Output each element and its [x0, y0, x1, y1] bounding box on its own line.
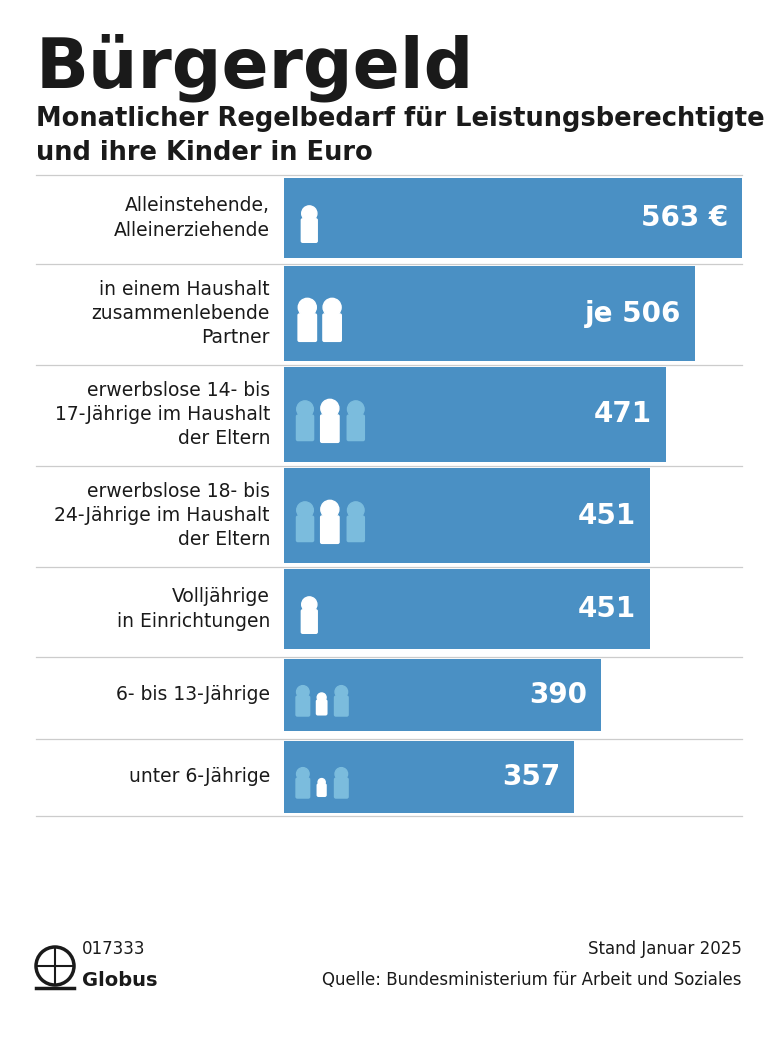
Text: 6- bis 13-Jährige: 6- bis 13-Jährige [116, 685, 270, 704]
FancyBboxPatch shape [300, 219, 318, 243]
Circle shape [317, 693, 326, 702]
Circle shape [302, 206, 317, 221]
Text: erwerbslose 18- bis
24-Jährige im Haushalt
der Eltern: erwerbslose 18- bis 24-Jährige im Hausha… [55, 482, 270, 549]
Circle shape [296, 768, 310, 780]
FancyBboxPatch shape [297, 314, 317, 342]
Text: 017333: 017333 [82, 940, 145, 958]
FancyBboxPatch shape [284, 266, 695, 361]
Text: in einem Haushalt
zusammenlebende
Partner: in einem Haushalt zusammenlebende Partne… [91, 280, 270, 347]
Text: 390: 390 [529, 681, 587, 709]
Circle shape [321, 399, 339, 417]
Circle shape [335, 685, 348, 698]
Circle shape [321, 501, 339, 518]
Text: Quelle: Bundesministerium für Arbeit und Soziales: Quelle: Bundesministerium für Arbeit und… [323, 972, 742, 989]
Text: je 506: je 506 [584, 300, 681, 327]
FancyBboxPatch shape [284, 468, 650, 563]
Text: unter 6-Jährige: unter 6-Jährige [129, 768, 270, 787]
Circle shape [323, 299, 341, 317]
FancyBboxPatch shape [320, 515, 339, 544]
Circle shape [298, 299, 316, 317]
FancyBboxPatch shape [320, 414, 339, 444]
Text: Stand Januar 2025: Stand Januar 2025 [588, 940, 742, 958]
FancyBboxPatch shape [334, 696, 349, 717]
FancyBboxPatch shape [323, 314, 342, 342]
Text: 451: 451 [578, 502, 636, 529]
FancyBboxPatch shape [284, 569, 650, 649]
Text: 563 €: 563 € [641, 204, 728, 232]
Text: 451: 451 [578, 595, 636, 623]
Text: 471: 471 [594, 400, 652, 429]
Circle shape [296, 401, 313, 417]
FancyBboxPatch shape [346, 515, 365, 543]
Circle shape [296, 685, 310, 698]
Text: erwerbslose 14- bis
17-Jährige im Haushalt
der Eltern: erwerbslose 14- bis 17-Jährige im Hausha… [55, 381, 270, 448]
Circle shape [318, 778, 325, 786]
Circle shape [335, 768, 348, 780]
FancyBboxPatch shape [346, 414, 365, 441]
FancyBboxPatch shape [296, 696, 310, 717]
Text: Volljährige
in Einrichtungen: Volljährige in Einrichtungen [117, 587, 270, 630]
Text: Monatlicher Regelbedarf für Leistungsberechtigte
und ihre Kinder in Euro: Monatlicher Regelbedarf für Leistungsber… [36, 106, 765, 166]
Circle shape [347, 401, 364, 417]
Text: Globus: Globus [82, 972, 157, 991]
FancyBboxPatch shape [334, 777, 349, 798]
FancyBboxPatch shape [296, 515, 314, 543]
Circle shape [302, 597, 317, 612]
Text: Alleinstehende,
Alleinerziehende: Alleinstehende, Alleinerziehende [114, 196, 270, 240]
FancyBboxPatch shape [296, 414, 314, 441]
FancyBboxPatch shape [284, 741, 574, 813]
Circle shape [296, 502, 313, 518]
FancyBboxPatch shape [316, 784, 326, 797]
Text: 357: 357 [502, 763, 560, 791]
FancyBboxPatch shape [284, 178, 742, 258]
FancyBboxPatch shape [284, 367, 666, 463]
FancyBboxPatch shape [316, 699, 327, 716]
Text: Bürgergeld: Bürgergeld [36, 34, 475, 102]
FancyBboxPatch shape [284, 659, 601, 731]
FancyBboxPatch shape [296, 777, 310, 798]
Circle shape [347, 502, 364, 518]
FancyBboxPatch shape [300, 609, 318, 634]
